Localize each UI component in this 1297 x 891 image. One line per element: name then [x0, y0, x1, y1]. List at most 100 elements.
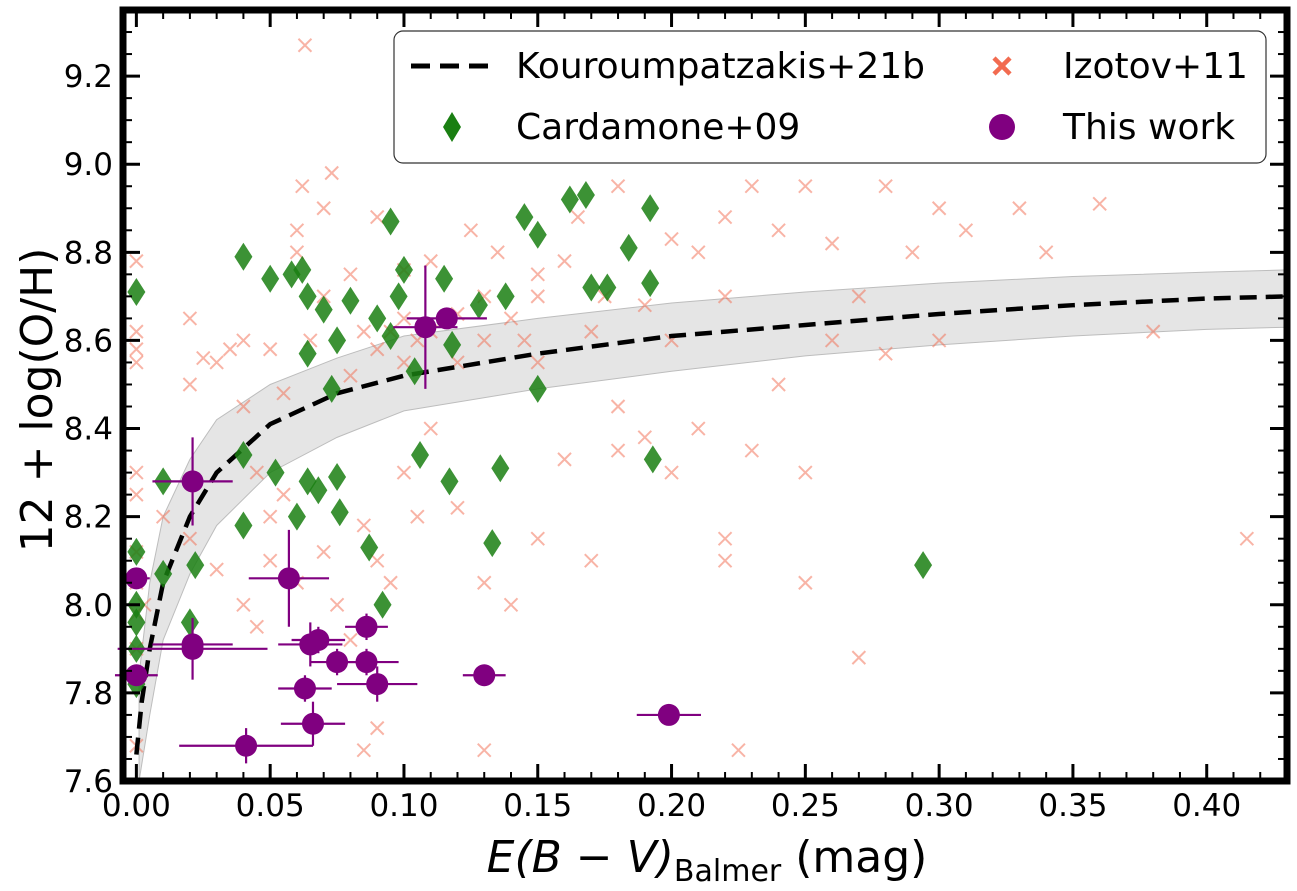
cardamone-point [440, 467, 459, 496]
plot-frame [119, 6, 1291, 785]
this-work-marker [125, 664, 148, 687]
this-work-marker [181, 633, 204, 656]
model-curve-line [134, 294, 1288, 755]
izotov-point [289, 245, 305, 260]
cardamone-point [234, 440, 253, 469]
izotov-point [1012, 201, 1027, 216]
legend-label-izotov: Izotov+11 [1063, 46, 1248, 87]
this-work-point [179, 728, 313, 764]
this-work-point [123, 567, 150, 590]
izotov-point [664, 465, 679, 480]
izotov-point [182, 531, 198, 546]
cardamone-point [127, 537, 146, 566]
this-work-point [152, 633, 233, 656]
izotov-point [931, 201, 947, 216]
x-tick-label: 0.35 [1038, 788, 1107, 824]
cardamone-point [341, 286, 360, 315]
this-work-point [280, 701, 346, 746]
izotov-point [931, 333, 947, 348]
izotov-point [423, 253, 438, 269]
izotov-point [503, 597, 519, 612]
cardamone-point [154, 559, 173, 588]
cardamone-point [528, 220, 547, 249]
this-work-marker [277, 567, 300, 590]
izotov-point [276, 487, 291, 502]
izotov-point [396, 311, 412, 326]
izotov-point [1038, 245, 1054, 260]
izotov-point [396, 465, 412, 480]
izotov-point [771, 223, 786, 238]
izotov-point [209, 355, 224, 370]
cardamone-point [491, 454, 510, 483]
izotov-point [236, 597, 251, 612]
cardamone-point [298, 282, 317, 311]
this-work-marker [355, 651, 378, 674]
this-work-point [334, 648, 399, 676]
cardamone-point [261, 264, 280, 293]
izotov-point [129, 355, 144, 370]
izotov-point [356, 324, 372, 339]
cardamone-point [435, 264, 454, 293]
izotov-point [129, 487, 144, 502]
izotov-point [557, 253, 572, 269]
cardamone-point [515, 203, 534, 232]
izotov-point [717, 553, 733, 568]
cardamone-series [127, 181, 933, 699]
izotov-point [905, 245, 920, 260]
legend-label-this-work: This work [1062, 107, 1235, 148]
izotov-point [369, 720, 385, 736]
cardamone-point [443, 330, 462, 359]
cardamone-point [373, 590, 392, 619]
legend-diamond-marker-icon [443, 112, 461, 142]
izotov-point [503, 311, 519, 326]
cardamone-point [405, 357, 424, 386]
izotov-point [356, 518, 372, 533]
y-axis-label: 12 + log(O/H) [12, 248, 63, 553]
izotov-point [530, 531, 545, 546]
this-work-point [291, 626, 346, 654]
cardamone-point [287, 502, 306, 531]
izotov-point [249, 465, 265, 480]
izotov-point [490, 245, 505, 260]
this-work-point [337, 666, 418, 702]
izotov-point [744, 179, 760, 194]
izotov-point [851, 289, 867, 304]
cardamone-point [328, 326, 347, 355]
izotov-point [1145, 324, 1161, 339]
cardamone-point [309, 476, 328, 505]
izotov-point [249, 619, 265, 635]
y-tick-label: 8.2 [64, 500, 113, 536]
x-tick-label: 0.10 [369, 788, 438, 824]
cardamone-point [469, 291, 488, 320]
izotov-point [691, 245, 706, 260]
this-work-marker [414, 316, 437, 339]
legend: Kouroumpatzakis+21b Izotov+11 Cardamone+… [393, 30, 1267, 164]
this-work-point [462, 664, 506, 687]
cardamone-point [330, 498, 349, 527]
cardamone-point [381, 322, 400, 351]
izotov-point [329, 597, 345, 612]
izotov-point [717, 289, 733, 304]
izotov-point [691, 421, 706, 436]
cardamone-point [234, 242, 253, 271]
izotov-point [236, 333, 251, 348]
this-work-marker [435, 307, 458, 330]
this-work-marker [473, 664, 496, 687]
y-tick-label: 8.8 [64, 235, 113, 271]
cardamone-point [328, 463, 347, 492]
cardamone-point [389, 282, 408, 311]
y-tick-label: 9.0 [64, 147, 113, 183]
cardamone-point [180, 608, 199, 637]
izotov-point [1092, 196, 1107, 212]
cardamone-point [298, 339, 317, 368]
izotov-point [517, 333, 532, 348]
izotov-point [129, 253, 144, 269]
this-work-point [393, 265, 458, 389]
y-tick-label: 8.0 [64, 588, 113, 624]
cardamone-point [619, 233, 638, 262]
izotov-point [798, 575, 813, 590]
legend-label-cardamone: Cardamone+09 [516, 107, 800, 148]
x-tick-labels: 0.00 0.05 0.10 0.15 0.20 0.25 0.30 0.35 0.40 [102, 788, 1241, 824]
this-work-marker [125, 567, 148, 590]
